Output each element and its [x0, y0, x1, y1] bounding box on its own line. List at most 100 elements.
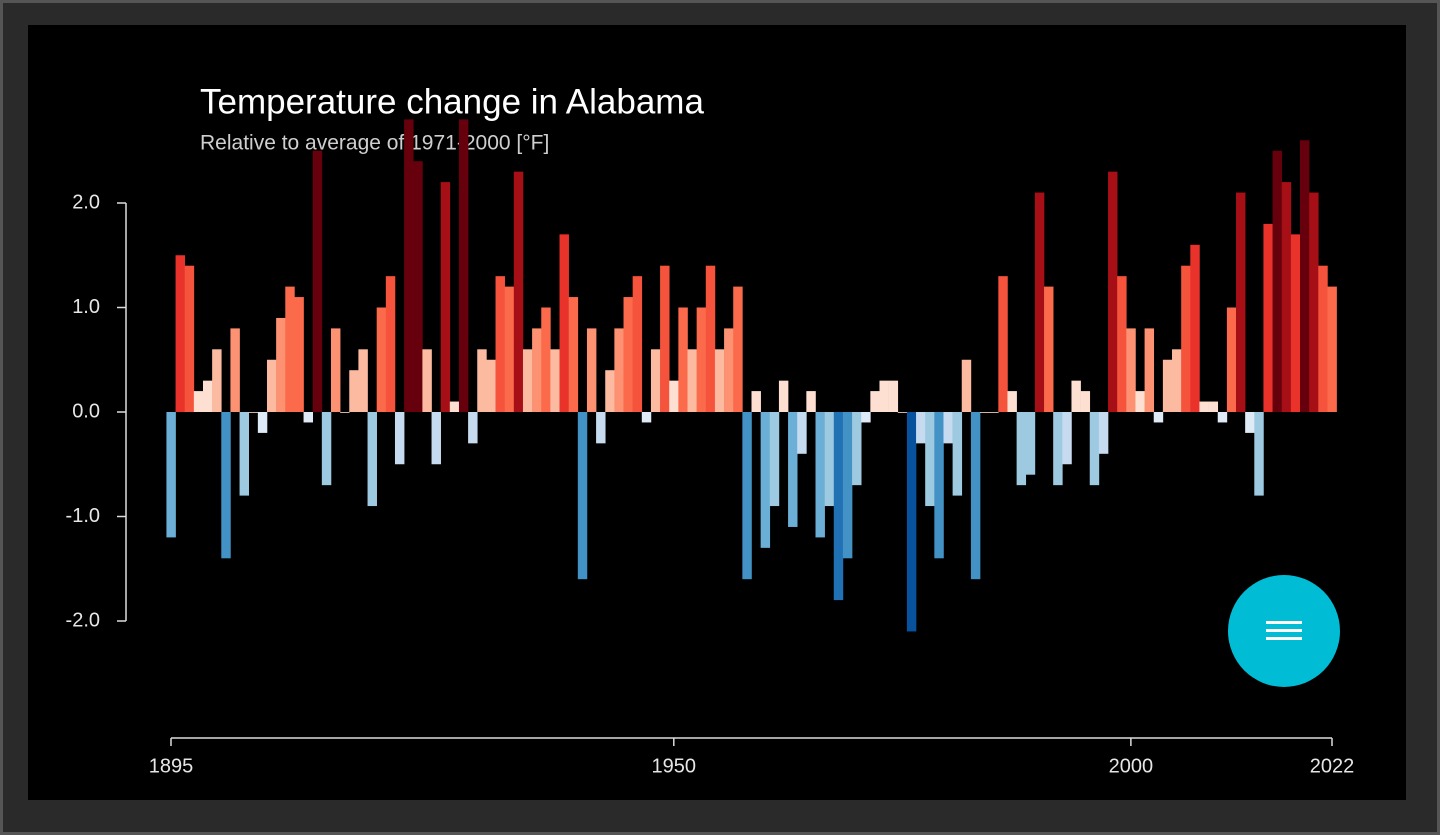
- bar: [687, 349, 697, 412]
- bar: [815, 412, 825, 538]
- bar: [605, 370, 615, 412]
- bar: [1080, 391, 1091, 412]
- bar: [1034, 192, 1045, 412]
- bar: [660, 265, 670, 412]
- bar: [806, 391, 816, 412]
- bar: [468, 412, 478, 444]
- bar: [513, 171, 524, 412]
- bar: [1263, 223, 1273, 412]
- bar: [925, 412, 935, 507]
- bar: [614, 328, 624, 412]
- bar: [276, 317, 286, 412]
- bar: [943, 412, 953, 444]
- bar: [1281, 182, 1292, 412]
- bar: [385, 276, 396, 412]
- bar: [495, 276, 505, 412]
- bar: [1208, 401, 1219, 412]
- bar: [1309, 192, 1319, 412]
- chart-title: Temperature change in Alabama: [200, 82, 704, 121]
- bar: [257, 412, 268, 433]
- bar: [998, 276, 1008, 412]
- bar: [458, 119, 469, 413]
- bar: [1236, 192, 1246, 412]
- bar: [861, 412, 871, 423]
- bar: [568, 297, 579, 412]
- bar: [989, 412, 999, 413]
- bar: [1245, 412, 1255, 433]
- bar: [906, 412, 917, 632]
- bar: [440, 182, 451, 412]
- menu-icon-line: [1266, 629, 1302, 632]
- bar: [1162, 359, 1173, 412]
- bar: [212, 349, 222, 412]
- bar: [1199, 401, 1209, 412]
- bar: [1153, 412, 1164, 423]
- y-tick-label: 0.0: [72, 400, 100, 422]
- bar: [193, 391, 204, 412]
- bar: [623, 297, 633, 412]
- bar: [1327, 286, 1337, 412]
- bar: [934, 412, 944, 559]
- bar: [221, 412, 231, 559]
- bar: [166, 412, 176, 538]
- bar: [1172, 349, 1182, 412]
- bar: [1290, 234, 1301, 412]
- bar: [248, 412, 259, 413]
- bar: [175, 255, 186, 412]
- bar: [541, 307, 551, 412]
- bar: [559, 234, 569, 412]
- bar: [577, 412, 588, 580]
- bar: [1108, 171, 1118, 412]
- menu-button[interactable]: [1228, 575, 1340, 687]
- bar: [1135, 391, 1145, 412]
- bar: [705, 265, 716, 412]
- bar: [449, 401, 460, 412]
- bar: [824, 412, 835, 507]
- bar: [1025, 412, 1036, 475]
- bar: [797, 412, 807, 454]
- bar: [550, 349, 560, 412]
- bar: [842, 412, 853, 559]
- bar: [961, 359, 972, 412]
- bar: [714, 349, 725, 412]
- bar: [230, 328, 240, 412]
- bar: [184, 265, 195, 412]
- bar: [1254, 412, 1264, 496]
- bar: [504, 286, 515, 412]
- bar: [833, 412, 844, 601]
- bar: [312, 150, 323, 412]
- bar: [340, 412, 350, 413]
- bar: [778, 380, 789, 412]
- bar: [330, 328, 341, 412]
- x-tick-label: 1895: [149, 755, 194, 777]
- bar: [641, 412, 652, 423]
- bar: [1181, 265, 1191, 412]
- bar: [1117, 276, 1127, 412]
- bar: [358, 349, 368, 412]
- bar: [431, 412, 441, 465]
- bar: [202, 380, 213, 412]
- bar: [1226, 307, 1237, 412]
- bar: [1217, 412, 1228, 423]
- x-tick-label: 2022: [1310, 755, 1355, 777]
- bar: [724, 328, 734, 412]
- y-tick-label: 2.0: [72, 191, 100, 213]
- y-tick-label: 1.0: [72, 296, 100, 318]
- bar: [788, 412, 798, 527]
- bar: [477, 349, 487, 412]
- bar: [376, 307, 387, 412]
- bar: [321, 412, 332, 486]
- bar: [678, 307, 688, 412]
- bar: [522, 349, 533, 412]
- bar: [394, 412, 405, 465]
- bar: [404, 119, 414, 413]
- bar: [239, 412, 250, 496]
- bar: [303, 412, 313, 423]
- bar: [1144, 328, 1155, 412]
- bar: [1318, 265, 1328, 412]
- bar: [980, 412, 990, 413]
- bar: [1044, 286, 1054, 412]
- x-tick-label: 1950: [652, 755, 697, 777]
- bar: [1071, 380, 1081, 412]
- bar: [1098, 412, 1109, 454]
